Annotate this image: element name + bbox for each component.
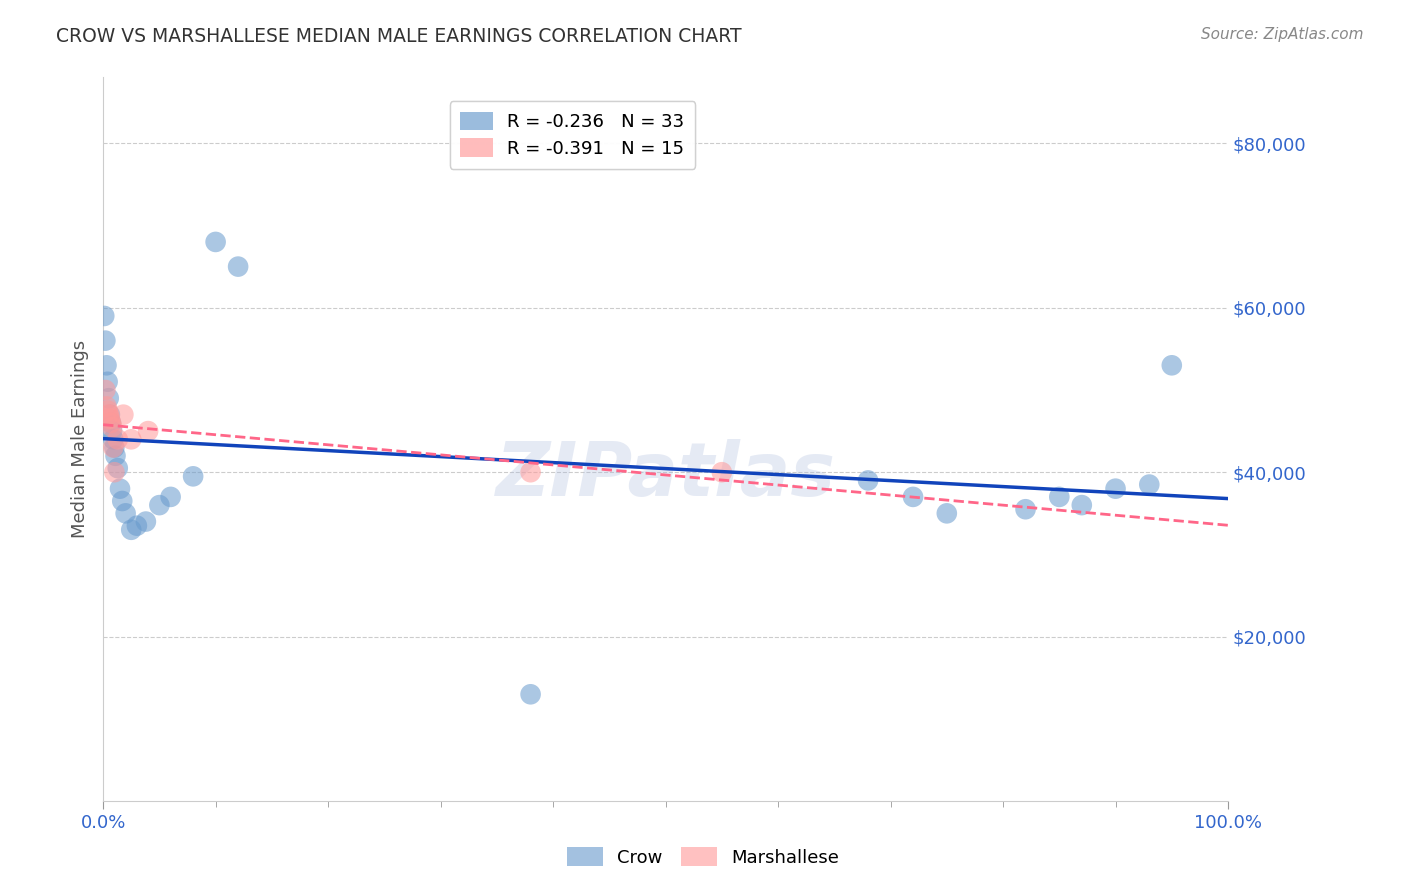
Point bbox=[94, 334, 117, 348]
Point bbox=[181, 469, 204, 483]
Point bbox=[114, 506, 136, 520]
Point bbox=[98, 411, 121, 425]
Point bbox=[103, 441, 125, 455]
Point bbox=[94, 383, 117, 397]
Point bbox=[97, 403, 120, 417]
Point bbox=[97, 408, 120, 422]
Point bbox=[96, 400, 118, 414]
Point bbox=[901, 490, 924, 504]
Point bbox=[111, 494, 134, 508]
Point bbox=[96, 359, 118, 373]
Point bbox=[103, 441, 125, 455]
Text: Source: ZipAtlas.com: Source: ZipAtlas.com bbox=[1201, 27, 1364, 42]
Point bbox=[100, 416, 122, 430]
Point bbox=[107, 433, 129, 447]
Point bbox=[1070, 498, 1092, 512]
Point bbox=[226, 260, 249, 274]
Point bbox=[107, 461, 129, 475]
Point bbox=[112, 408, 135, 422]
Point bbox=[125, 518, 148, 533]
Point bbox=[519, 687, 541, 701]
Text: ZIPatlas: ZIPatlas bbox=[495, 439, 835, 512]
Point bbox=[710, 465, 733, 479]
Legend: R = -0.236   N = 33, R = -0.391   N = 15: R = -0.236 N = 33, R = -0.391 N = 15 bbox=[450, 101, 696, 169]
Point bbox=[108, 482, 131, 496]
Point bbox=[103, 465, 125, 479]
Point bbox=[1014, 502, 1036, 516]
Point bbox=[148, 498, 170, 512]
Point bbox=[519, 465, 541, 479]
Point bbox=[101, 424, 124, 438]
Point bbox=[136, 424, 159, 438]
Text: CROW VS MARSHALLESE MEDIAN MALE EARNINGS CORRELATION CHART: CROW VS MARSHALLESE MEDIAN MALE EARNINGS… bbox=[56, 27, 742, 45]
Point bbox=[101, 420, 124, 434]
Point bbox=[1104, 482, 1126, 496]
Point bbox=[93, 309, 115, 323]
Point bbox=[120, 523, 142, 537]
Point bbox=[1047, 490, 1070, 504]
Y-axis label: Median Male Earnings: Median Male Earnings bbox=[72, 340, 89, 539]
Legend: Crow, Marshallese: Crow, Marshallese bbox=[560, 840, 846, 874]
Point bbox=[103, 433, 125, 447]
Point bbox=[204, 235, 226, 249]
Point bbox=[104, 449, 127, 463]
Point bbox=[97, 391, 120, 405]
Point bbox=[97, 375, 120, 389]
Point bbox=[1160, 359, 1182, 373]
Point bbox=[98, 408, 121, 422]
Point bbox=[135, 515, 157, 529]
Point bbox=[120, 433, 142, 447]
Point bbox=[100, 416, 122, 430]
Point bbox=[935, 506, 957, 520]
Point bbox=[1137, 477, 1160, 491]
Point bbox=[159, 490, 181, 504]
Point bbox=[856, 474, 879, 488]
